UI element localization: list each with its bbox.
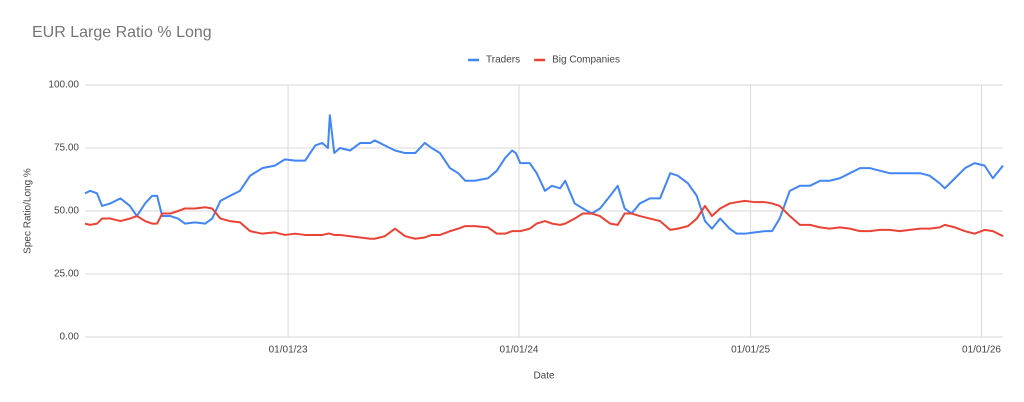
legend-label: Traders	[486, 55, 520, 66]
x-tick-label: 01/01/24	[500, 345, 539, 356]
y-tick-label: 75.00	[54, 143, 79, 154]
y-tick-label: 0.00	[60, 332, 80, 343]
x-tick-label: 01/01/25	[731, 345, 770, 356]
series-line	[84, 114, 1004, 235]
y-tick-label: 50.00	[54, 206, 79, 217]
x-tick-label: 01/01/26	[962, 345, 1001, 356]
series-line	[84, 199, 1004, 240]
y-tick-label: 100.00	[48, 80, 79, 91]
y-tick-label: 25.00	[54, 269, 79, 280]
x-tick-label: 01/01/23	[269, 345, 308, 356]
legend-label: Big Companies	[552, 55, 620, 66]
chart-title: EUR Large Ratio % Long	[32, 24, 212, 41]
x-axis-label: Date	[533, 371, 555, 382]
y-axis-label: Spec Ratio/Long %	[23, 168, 34, 254]
